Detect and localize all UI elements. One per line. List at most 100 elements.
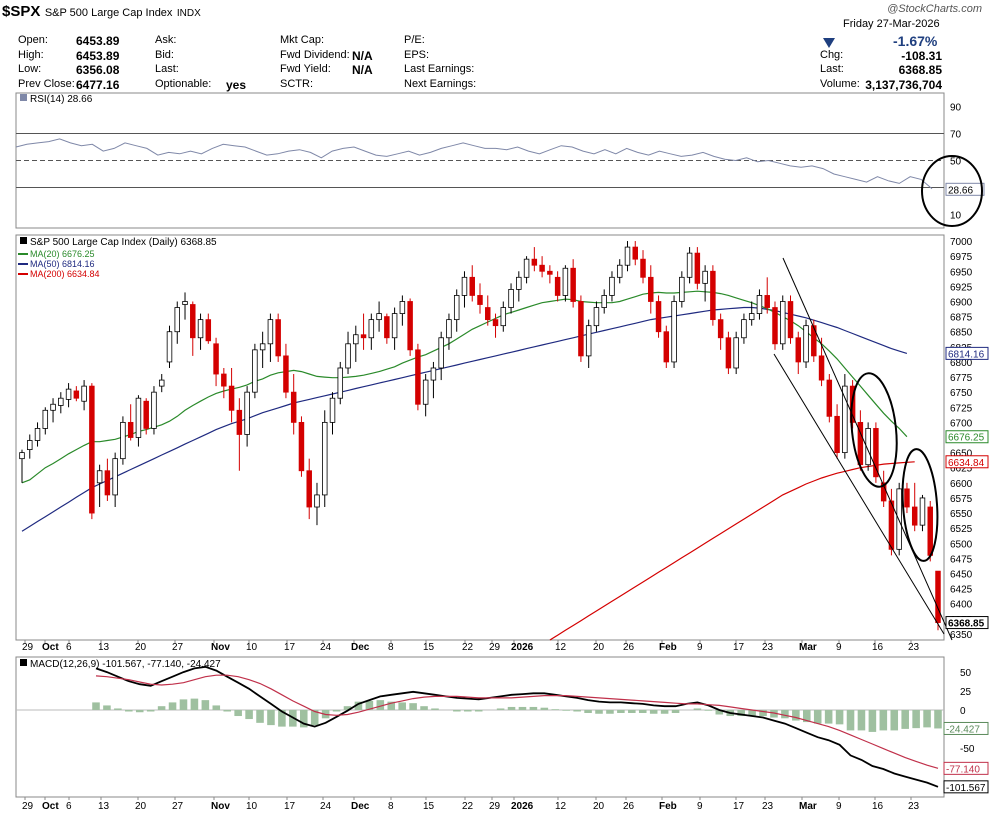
candle-body: [81, 385, 87, 402]
x-axis-label: Feb: [659, 642, 677, 653]
x-axis-label: 29: [489, 642, 501, 653]
macd-histogram-bar: [114, 708, 122, 710]
percent-change: -1.67%: [893, 33, 938, 49]
candle-body: [539, 264, 545, 272]
macd-value-tag: [943, 780, 989, 794]
stat-value: yes: [226, 77, 247, 92]
candle-body: [741, 319, 747, 339]
rsi-tick-label: 90: [950, 103, 962, 114]
stat-label: Last:: [820, 63, 844, 75]
candle-body: [624, 246, 631, 266]
macd-histogram-bar: [103, 705, 111, 710]
x-axis-label: 12: [555, 642, 567, 653]
candle-body: [601, 295, 607, 308]
x-axis-label: 24: [320, 642, 332, 653]
macd-tick-label: 50: [960, 668, 972, 679]
macd-histogram-bar: [770, 709, 778, 718]
candle-body: [135, 397, 142, 438]
price-value-tag: [945, 455, 989, 469]
macd-value-tag-label: -101.567: [946, 783, 986, 794]
candle-body: [259, 343, 266, 351]
candle-body: [104, 470, 111, 496]
x-axis-label: 16: [872, 642, 884, 653]
macd-histogram-bar: [824, 709, 833, 724]
macd-histogram-bar: [343, 706, 352, 710]
candle-body: [531, 258, 538, 266]
candle-body: [725, 337, 732, 369]
macd-signal-line: [95, 674, 939, 769]
macd-histogram-bar: [474, 709, 483, 712]
candle-body: [904, 488, 910, 508]
down-arrow-icon: [823, 38, 835, 48]
candle-body: [593, 307, 600, 327]
x-axis-label: 24: [320, 801, 332, 812]
macd-histogram-bar: [299, 709, 308, 728]
price-tick-label: 6450: [950, 570, 973, 581]
candle-body: [888, 500, 895, 550]
macd-histogram-bar: [803, 709, 811, 723]
price-value-tag-label: 6676.25: [948, 433, 985, 444]
candle-body: [228, 385, 235, 411]
candle-body: [376, 313, 382, 321]
macd-histogram-bar: [901, 709, 909, 729]
candle-body: [485, 307, 491, 321]
macd-line: [95, 665, 939, 788]
x-axis-label: Nov: [211, 801, 230, 812]
candle-body: [345, 343, 351, 369]
candle-body: [477, 295, 483, 305]
macd-tick-label: 0: [960, 706, 966, 717]
candle-body: [151, 391, 157, 429]
macd-value-tag-label: -24.427: [946, 724, 980, 735]
macd-histogram-bar: [420, 706, 428, 710]
macd-histogram-bar: [813, 709, 822, 724]
price-tick-label: 6500: [950, 539, 973, 550]
candle-body: [50, 403, 56, 411]
macd-histogram-bar: [792, 709, 800, 721]
candle-body: [523, 258, 530, 278]
x-axis-label: 15: [423, 801, 435, 812]
x-axis-label: 9: [697, 642, 703, 653]
candle-body: [795, 337, 802, 363]
trend-line-lower: [773, 353, 945, 635]
price-tick-label: 6475: [950, 554, 973, 565]
macd-histogram-bar: [923, 709, 931, 728]
stat-label: EPS:: [404, 48, 430, 61]
candle-body: [337, 367, 344, 399]
macd-histogram-bar: [737, 709, 745, 717]
x-axis-label: 8: [388, 801, 394, 812]
x-axis-label: 17: [284, 801, 296, 812]
stat-label: Last:: [155, 63, 179, 75]
x-axis-label: 10: [246, 801, 258, 812]
x-axis-label: Dec: [351, 642, 370, 653]
x-axis-label: 27: [172, 642, 184, 653]
macd-histogram-bar: [135, 709, 144, 713]
candle-body: [679, 276, 685, 302]
macd-histogram-bar: [638, 709, 647, 713]
price-value-tag-label: 6368.85: [948, 619, 985, 630]
macd-value-tag: [943, 721, 989, 735]
price-tick-label: 6725: [950, 403, 973, 414]
candle-body: [655, 301, 662, 333]
candle-body: [252, 349, 258, 393]
candle-body: [811, 325, 817, 357]
price-tick-label: 6425: [950, 585, 973, 596]
candle-body: [430, 367, 437, 381]
macd-histogram-bar: [464, 709, 472, 712]
macd-panel-frame: [15, 656, 945, 798]
macd-histogram-bar: [846, 709, 855, 731]
stat-label: Prev Close:: [18, 77, 75, 90]
ma200-line: [549, 461, 915, 641]
macd-histogram-bar: [365, 700, 374, 710]
stat-value: 6356.08: [76, 63, 120, 77]
candle-body: [578, 301, 584, 357]
macd-histogram-bar: [781, 709, 789, 719]
stat-label: Next Earnings:: [404, 77, 477, 90]
stat-label: Ask:: [155, 34, 177, 46]
x-axis-label: Mar: [799, 801, 817, 812]
macd-histogram-bar: [431, 708, 439, 710]
x-axis-label: 17: [733, 801, 745, 812]
macd-histogram-bar: [376, 700, 385, 710]
candle-body: [314, 494, 320, 508]
price-tick-label: 6625: [950, 464, 973, 475]
candle-body: [461, 276, 468, 296]
